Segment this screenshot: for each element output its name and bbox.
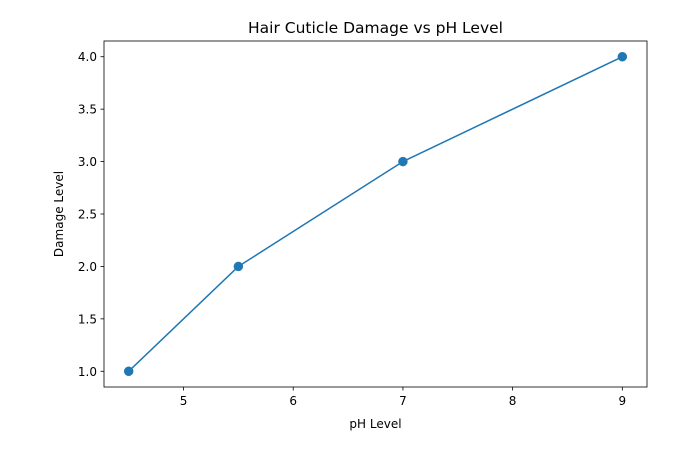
y-axis-label: Damage Level: [52, 171, 66, 257]
chart-title: Hair Cuticle Damage vs pH Level: [248, 19, 503, 37]
x-tick-label: 5: [180, 394, 188, 408]
y-tick-label: 1.0: [78, 365, 97, 379]
series-line: [127, 55, 624, 373]
y-tick-label: 2.0: [78, 260, 97, 274]
axis-ticks: 5 6 7 8 9 1.0 1.5 2.0 2.5 3.0 3.5 4.0: [78, 50, 626, 408]
x-tick-label: 6: [289, 394, 297, 408]
data-point: [233, 261, 244, 272]
y-tick-label: 2.5: [78, 208, 97, 222]
data-point: [617, 51, 628, 62]
x-axis-label: pH Level: [349, 417, 401, 431]
y-tick-label: 4.0: [78, 50, 97, 64]
series-layer: [123, 51, 628, 377]
y-tick-label: 3.0: [78, 155, 97, 169]
x-tick-label: 9: [618, 394, 626, 408]
y-tick-label: 3.5: [78, 103, 97, 117]
plot-area-frame: [103, 40, 648, 388]
data-point: [123, 366, 134, 377]
x-tick-label: 8: [509, 394, 517, 408]
y-tick-label: 1.5: [78, 312, 97, 326]
data-point: [398, 156, 408, 167]
x-tick-label: 7: [399, 394, 407, 408]
